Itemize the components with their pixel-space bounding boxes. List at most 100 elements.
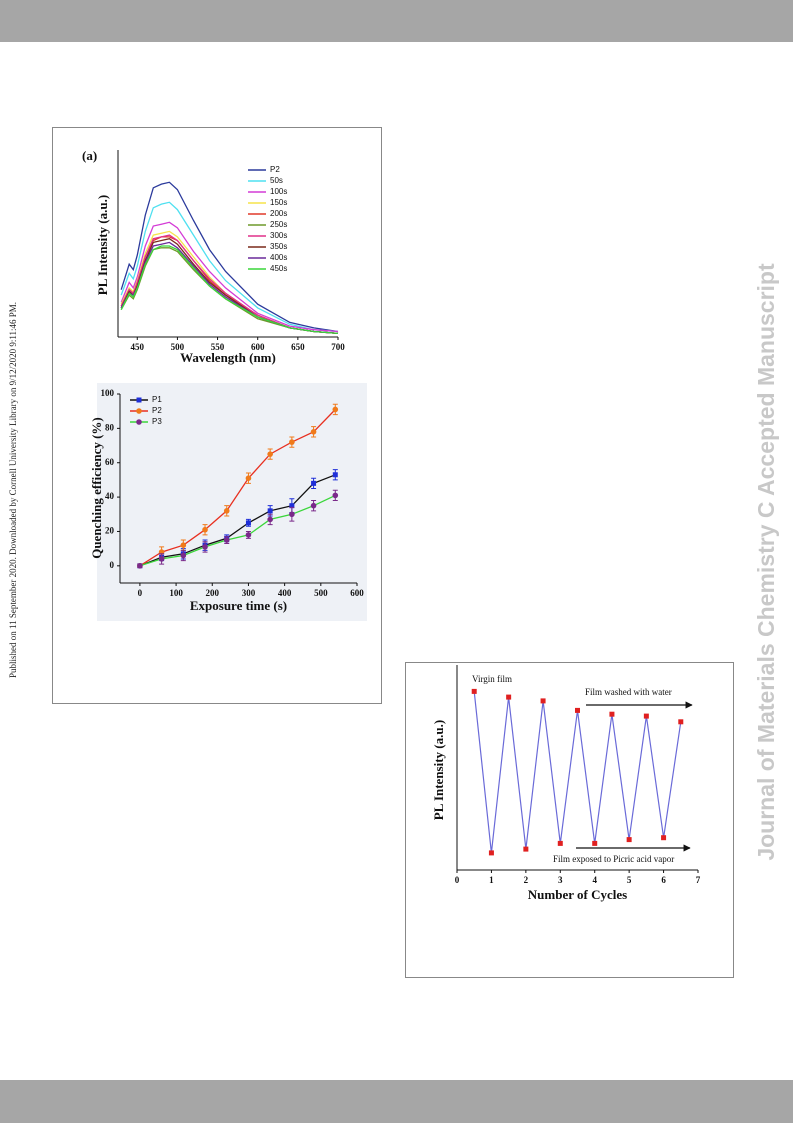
x-tick-label: 100 <box>169 588 183 598</box>
data-point <box>289 511 295 518</box>
legend-label: 450s <box>270 264 287 273</box>
x-tick-label: 200 <box>206 588 220 598</box>
data-point <box>180 542 187 548</box>
x-tick-label: 4 <box>592 875 597 885</box>
legend-label: 150s <box>270 198 287 207</box>
y-axis-label: PL Intensity (a.u.) <box>431 720 446 820</box>
legend-marker <box>136 408 142 414</box>
legend-label: P2 <box>152 406 162 415</box>
data-point <box>267 508 273 514</box>
x-tick-label: 2 <box>524 875 529 885</box>
data-point <box>592 840 598 846</box>
data-point <box>471 688 477 694</box>
y-tick-label: 100 <box>101 388 115 398</box>
data-point <box>180 552 187 559</box>
y-tick-label: 0 <box>110 560 115 570</box>
data-point <box>267 516 273 523</box>
series-line <box>473 691 682 853</box>
data-point <box>626 837 632 843</box>
data-point <box>223 537 230 543</box>
annotation: Virgin film <box>472 674 512 684</box>
legend-label: 100s <box>270 187 287 196</box>
x-tick-label: 500 <box>171 342 185 352</box>
series-line <box>120 241 339 335</box>
x-axis-label: Number of Cycles <box>528 887 627 902</box>
series-line <box>120 247 339 335</box>
series-line <box>139 494 336 567</box>
x-tick-label: 0 <box>455 875 460 885</box>
legend-label: P3 <box>152 417 162 426</box>
legend-label: P1 <box>152 395 162 404</box>
legend-label: 50s <box>270 176 283 185</box>
annotation: Film exposed to Picric acid vapor <box>553 854 674 864</box>
data-point <box>678 719 684 725</box>
series-line <box>120 201 339 333</box>
series-line <box>120 181 339 333</box>
x-axis-label: Wavelength (nm) <box>180 350 276 365</box>
data-point <box>223 508 230 514</box>
series-line <box>139 409 336 567</box>
x-tick-label: 0 <box>138 588 143 598</box>
data-point <box>267 451 273 457</box>
figure-frame <box>405 662 734 978</box>
series-line <box>120 238 339 335</box>
legend-marker <box>136 397 142 403</box>
x-tick-label: 300 <box>242 588 256 598</box>
data-point <box>488 850 494 856</box>
data-point <box>245 520 251 526</box>
panel-label: (a) <box>82 148 97 163</box>
data-point <box>557 840 563 846</box>
data-point <box>643 713 649 719</box>
x-tick-label: 700 <box>331 342 345 352</box>
x-tick-label: 6 <box>661 875 666 885</box>
data-point <box>332 472 338 478</box>
y-axis-label: PL Intensity (a.u.) <box>95 195 110 295</box>
legend-label: 200s <box>270 209 287 218</box>
data-point <box>245 532 252 538</box>
data-point <box>523 846 529 852</box>
x-tick-label: 400 <box>278 588 292 598</box>
x-tick-label: 600 <box>251 342 265 352</box>
data-point <box>540 698 546 704</box>
data-point <box>202 544 208 550</box>
legend-label: 250s <box>270 220 287 229</box>
series-line <box>120 234 339 335</box>
data-point <box>310 429 317 435</box>
data-point <box>311 480 317 486</box>
data-point <box>575 707 580 713</box>
y-tick-label: 20 <box>105 526 115 536</box>
x-tick-label: 450 <box>131 342 145 352</box>
data-point <box>661 835 667 841</box>
series-line <box>120 236 339 335</box>
data-point <box>332 406 339 413</box>
data-point <box>158 556 165 562</box>
x-tick-label: 550 <box>211 342 225 352</box>
series-line <box>120 221 339 333</box>
y-axis-label: Quenching efficiency (%) <box>89 417 104 559</box>
side-note: Published on 11 September 2020. Download… <box>8 302 18 678</box>
data-point <box>310 502 317 509</box>
series-line <box>120 245 339 335</box>
legend-label: 300s <box>270 231 287 240</box>
series-line <box>139 474 336 567</box>
series-line <box>120 230 339 335</box>
top-bar <box>0 0 793 42</box>
x-axis-label: Exposure time (s) <box>190 598 287 613</box>
legend-label: 350s <box>270 242 287 251</box>
data-point <box>609 711 615 717</box>
data-point <box>289 439 295 445</box>
data-point <box>202 526 208 533</box>
watermark: Journal of Materials Chemistry C Accepte… <box>753 263 779 861</box>
x-tick-label: 600 <box>350 588 364 598</box>
legend-label: 400s <box>270 253 287 262</box>
legend-marker <box>136 419 142 425</box>
annotation: Film washed with water <box>585 687 672 697</box>
x-tick-label: 1 <box>489 875 494 885</box>
y-tick-label: 40 <box>105 491 115 501</box>
y-tick-label: 80 <box>105 422 115 432</box>
y-tick-label: 60 <box>105 457 115 467</box>
legend-label: P2 <box>270 165 280 174</box>
data-point <box>289 503 295 509</box>
